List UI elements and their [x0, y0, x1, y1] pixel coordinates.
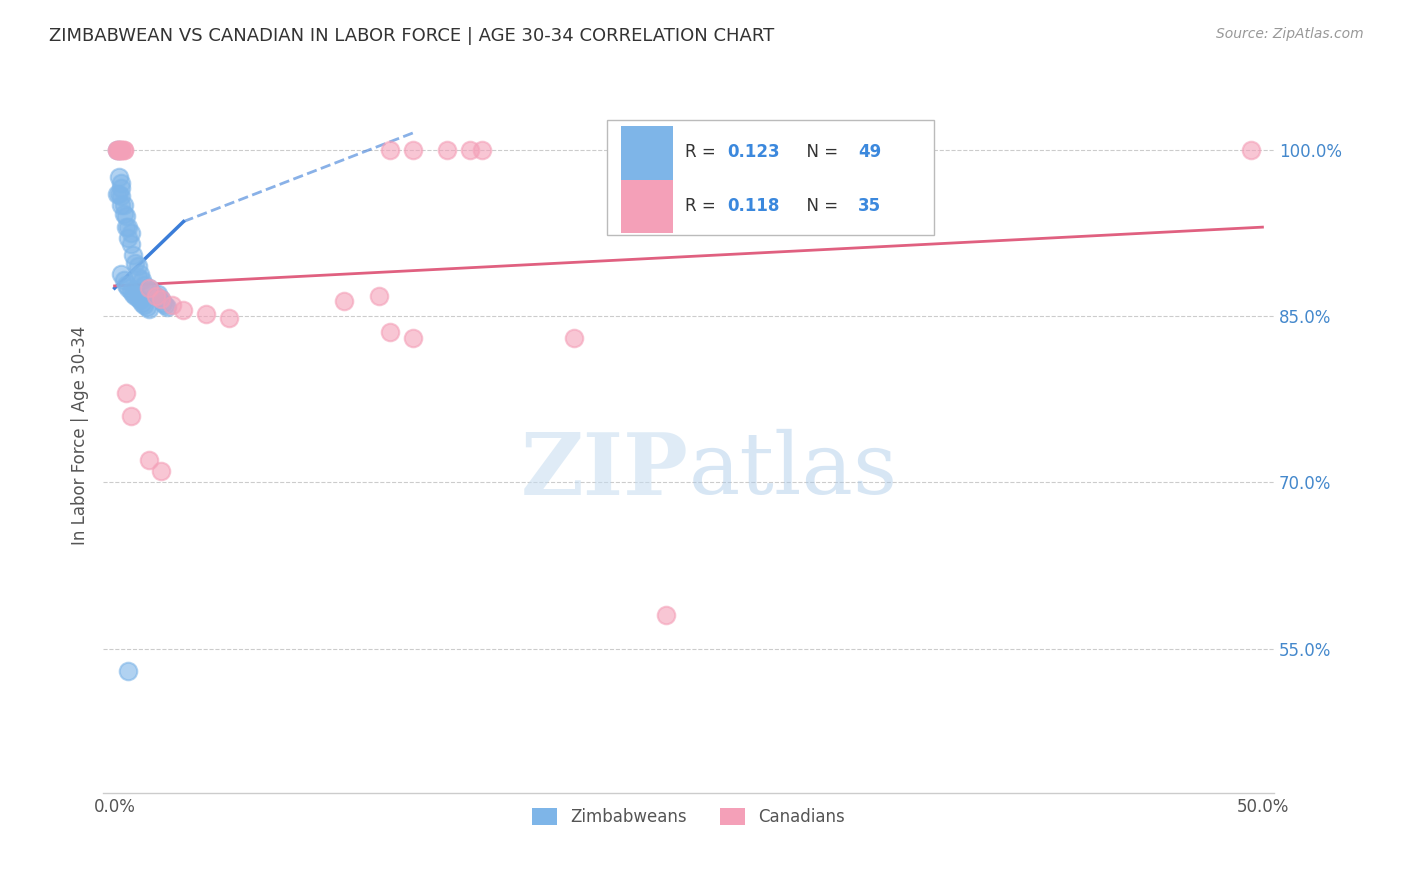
Point — [110, 143, 132, 157]
Point — [117, 281, 139, 295]
Point — [120, 285, 142, 299]
Text: N =: N = — [796, 197, 844, 215]
Y-axis label: In Labor Force | Age 30-34: In Labor Force | Age 30-34 — [72, 326, 89, 545]
Point — [654, 608, 676, 623]
Point — [120, 409, 142, 423]
Text: 0.118: 0.118 — [727, 197, 779, 215]
Point — [131, 295, 153, 310]
Point — [378, 143, 401, 157]
Point — [108, 170, 131, 185]
Point — [149, 292, 172, 306]
Point — [115, 220, 138, 235]
Point — [108, 143, 131, 157]
Point — [134, 277, 156, 292]
Point — [115, 386, 138, 401]
Point — [110, 267, 132, 281]
Point — [138, 302, 160, 317]
FancyBboxPatch shape — [606, 120, 935, 235]
Point — [124, 289, 146, 303]
Text: Source: ZipAtlas.com: Source: ZipAtlas.com — [1216, 27, 1364, 41]
Point — [149, 292, 172, 306]
Point — [436, 143, 458, 157]
Legend: Zimbabweans, Canadians: Zimbabweans, Canadians — [523, 799, 853, 834]
Point — [112, 143, 135, 157]
Text: ZIP: ZIP — [520, 429, 689, 513]
Point — [138, 453, 160, 467]
Point — [105, 143, 128, 157]
Point — [110, 189, 132, 203]
Text: R =: R = — [685, 144, 721, 161]
Point — [112, 207, 135, 221]
Point — [105, 143, 128, 157]
Point — [471, 143, 494, 157]
Point — [138, 281, 160, 295]
Text: R =: R = — [685, 197, 721, 215]
Point — [122, 248, 145, 262]
Point — [367, 289, 389, 303]
Point — [860, 143, 883, 157]
Point — [562, 331, 585, 345]
Point — [149, 464, 172, 478]
Point — [112, 198, 135, 212]
Point — [141, 285, 163, 299]
Text: N =: N = — [796, 144, 844, 161]
Point — [402, 331, 425, 345]
Point — [135, 300, 157, 314]
Point — [138, 281, 160, 295]
FancyBboxPatch shape — [620, 179, 673, 234]
Point — [128, 293, 150, 308]
Point — [152, 295, 174, 310]
Text: 49: 49 — [858, 144, 882, 161]
Point — [115, 277, 138, 292]
Point — [105, 186, 128, 201]
Point — [110, 198, 132, 212]
Point — [127, 291, 149, 305]
Text: 35: 35 — [858, 197, 882, 215]
Point — [131, 273, 153, 287]
Point — [402, 143, 425, 157]
Point — [120, 236, 142, 251]
Text: atlas: atlas — [689, 429, 897, 512]
Point — [110, 143, 132, 157]
Point — [378, 326, 401, 340]
Point — [333, 294, 356, 309]
FancyBboxPatch shape — [620, 126, 673, 179]
Point — [112, 143, 135, 157]
Point — [117, 664, 139, 678]
Point — [105, 143, 128, 157]
Point — [108, 143, 131, 157]
Point — [172, 303, 194, 318]
Point — [112, 273, 135, 287]
Point — [124, 255, 146, 269]
Point — [110, 181, 132, 195]
Text: ZIMBABWEAN VS CANADIAN IN LABOR FORCE | AGE 30-34 CORRELATION CHART: ZIMBABWEAN VS CANADIAN IN LABOR FORCE | … — [49, 27, 775, 45]
Point — [128, 267, 150, 281]
Point — [148, 286, 170, 301]
Point — [134, 298, 156, 312]
Point — [110, 176, 132, 190]
Text: 0.123: 0.123 — [727, 144, 780, 161]
Point — [127, 270, 149, 285]
Point — [460, 143, 482, 157]
Point — [156, 300, 179, 314]
Point — [117, 220, 139, 235]
Point — [218, 311, 240, 326]
Point — [1240, 143, 1263, 157]
Point — [153, 298, 176, 312]
Point — [145, 289, 167, 303]
Point — [110, 143, 132, 157]
Point — [108, 186, 131, 201]
Point — [145, 289, 167, 303]
Point — [160, 298, 183, 312]
Point — [108, 143, 131, 157]
Point — [120, 226, 142, 240]
Point — [127, 259, 149, 273]
Point — [115, 209, 138, 223]
Point — [195, 307, 218, 321]
Point — [122, 286, 145, 301]
Point — [117, 231, 139, 245]
